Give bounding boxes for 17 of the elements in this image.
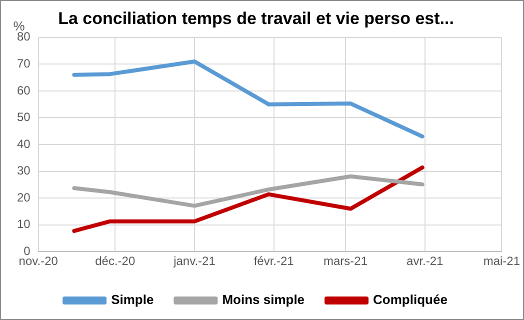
x-tick-label: avr.-21 (406, 254, 444, 268)
x-tick-label: mai-21 (483, 254, 520, 268)
y-tick-label: 40 (16, 136, 31, 151)
y-tick-label: 10 (16, 217, 31, 232)
y-tick-label: 70 (16, 56, 31, 70)
x-tick-label: déc.-20 (95, 254, 136, 268)
x-tick-label: mars-21 (324, 254, 368, 268)
y-tick-label: 60 (16, 83, 31, 98)
x-tick-label: févr.-21 (254, 254, 294, 268)
x-tick-label: janv.-21 (172, 254, 216, 268)
legend-label: Simple (111, 292, 154, 308)
y-tick-label: 20 (16, 190, 31, 204)
legend-label: Compliquée (373, 292, 448, 308)
y-tick-label: 50 (16, 110, 31, 124)
y-tick-label: 30 (16, 164, 31, 178)
legend-label: Moins simple (222, 292, 305, 308)
chart-title: La conciliation temps de travail et vie perso est... (58, 8, 454, 28)
